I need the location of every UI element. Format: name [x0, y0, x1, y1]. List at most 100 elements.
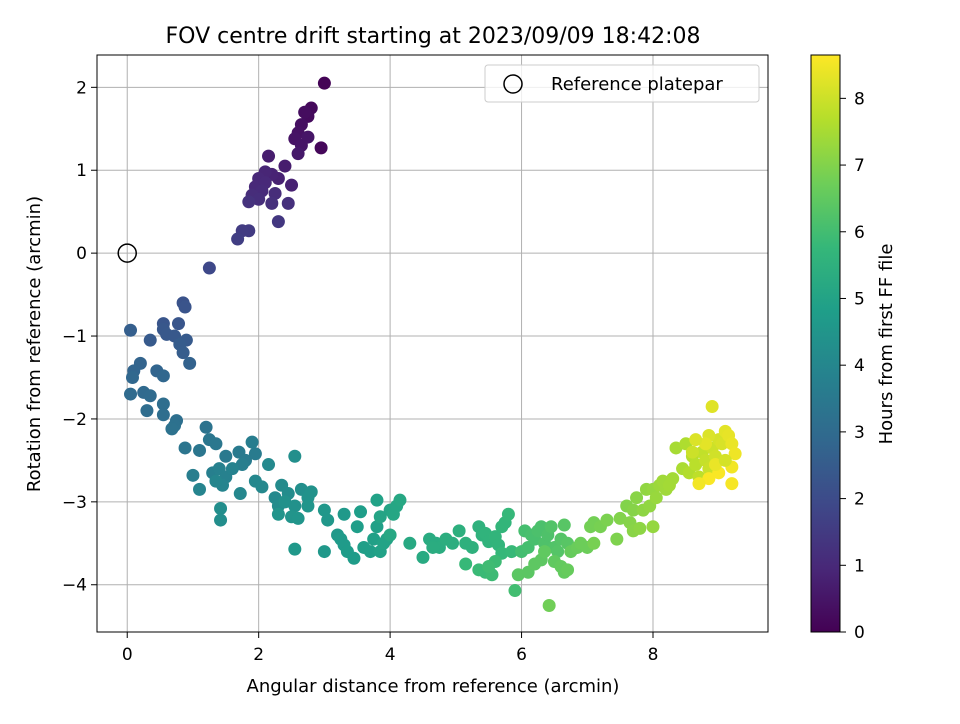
data-point	[317, 76, 331, 90]
data-point	[285, 178, 299, 192]
data-point	[685, 445, 699, 459]
data-point	[321, 513, 335, 527]
data-point	[156, 408, 170, 422]
data-point	[501, 507, 515, 521]
data-point	[416, 550, 430, 564]
data-point	[317, 545, 331, 559]
y-tick-label: −2	[62, 410, 87, 430]
data-point	[728, 447, 742, 461]
colorbar-tick-label: 8	[854, 89, 865, 109]
colorbar-tick-label: 0	[854, 623, 865, 643]
y-axis-label: Rotation from reference (arcmin)	[24, 196, 45, 492]
data-point	[298, 105, 312, 119]
data-point	[202, 261, 216, 275]
data-point	[610, 532, 624, 546]
y-tick-label: 2	[76, 78, 87, 98]
data-point	[314, 141, 328, 155]
data-point	[291, 147, 305, 161]
data-point	[666, 472, 680, 486]
data-point	[459, 557, 473, 571]
data-point	[143, 389, 157, 403]
data-point	[214, 513, 228, 527]
data-point	[143, 333, 157, 347]
data-point	[304, 485, 318, 499]
x-tick-label: 8	[648, 645, 659, 665]
data-point	[337, 507, 351, 521]
data-point	[165, 422, 179, 436]
data-point	[278, 495, 292, 509]
colorbar-ticks: 0 1 2 3 4 5 6 7 8	[840, 89, 865, 643]
data-point	[193, 443, 207, 457]
data-point	[699, 437, 713, 451]
data-point	[702, 472, 716, 486]
y-tick-label: −4	[62, 576, 87, 596]
data-point	[252, 192, 266, 206]
data-point	[633, 521, 647, 535]
y-tick-label: 0	[76, 244, 87, 264]
data-point	[125, 370, 139, 384]
data-point	[183, 356, 197, 370]
data-point	[178, 300, 192, 314]
data-point	[600, 513, 614, 527]
data-point	[288, 499, 302, 513]
data-point	[689, 458, 703, 472]
plot-frame	[96, 54, 769, 633]
data-point	[171, 317, 185, 331]
colorbar-label: Hours from first FF file	[876, 244, 897, 445]
data-point	[176, 346, 190, 360]
colorbar: 0 1 2 3 4 5 6 7 8 Hours from first FF file	[810, 54, 897, 643]
y-tick-label: −1	[62, 327, 87, 347]
legend-marker	[503, 74, 523, 94]
colorbar-tick-label: 6	[854, 223, 865, 243]
data-point	[669, 441, 683, 455]
data-point	[347, 551, 361, 565]
data-point	[156, 397, 170, 411]
data-point	[199, 420, 213, 434]
data-point	[233, 487, 247, 501]
data-point	[124, 387, 138, 401]
data-point	[209, 474, 223, 488]
data-point	[626, 503, 640, 517]
data-point	[446, 536, 460, 550]
colorbar-gradient	[811, 55, 840, 632]
data-point	[255, 480, 269, 494]
data-point	[508, 584, 522, 598]
data-point	[587, 536, 601, 550]
data-point	[140, 404, 154, 418]
data-point	[301, 499, 315, 513]
data-point	[350, 520, 364, 534]
grid-lines	[97, 55, 768, 632]
data-point	[511, 568, 525, 582]
data-point	[317, 503, 331, 517]
data-point	[271, 215, 285, 229]
data-point	[646, 520, 660, 534]
data-point	[178, 441, 192, 455]
data-point	[708, 458, 722, 472]
data-point	[268, 186, 282, 200]
data-point	[725, 437, 739, 451]
colorbar-tick-label: 5	[854, 289, 865, 309]
legend: Reference platepar	[484, 64, 760, 103]
data-point	[452, 524, 466, 538]
x-tick-label: 4	[385, 645, 396, 665]
data-point	[718, 453, 732, 467]
colorbar-tick-label: 2	[854, 490, 865, 510]
data-point	[214, 501, 228, 515]
data-point	[265, 196, 279, 210]
data-point	[262, 458, 276, 472]
legend-box	[484, 64, 760, 103]
data-point	[544, 520, 558, 534]
data-point	[551, 545, 565, 559]
data-point	[354, 505, 368, 519]
data-point	[363, 545, 377, 559]
data-point	[235, 458, 249, 472]
y-axis-ticks: −4 −3 −2 −1 0 1 2	[62, 78, 97, 596]
data-point	[705, 400, 719, 414]
reference-platepar-marker	[117, 243, 137, 263]
chart-title: FOV centre drift starting at 2023/09/09 …	[166, 24, 701, 49]
data-point	[278, 159, 292, 173]
x-tick-label: 2	[253, 645, 264, 665]
data-point	[281, 196, 295, 210]
data-point	[692, 477, 706, 491]
